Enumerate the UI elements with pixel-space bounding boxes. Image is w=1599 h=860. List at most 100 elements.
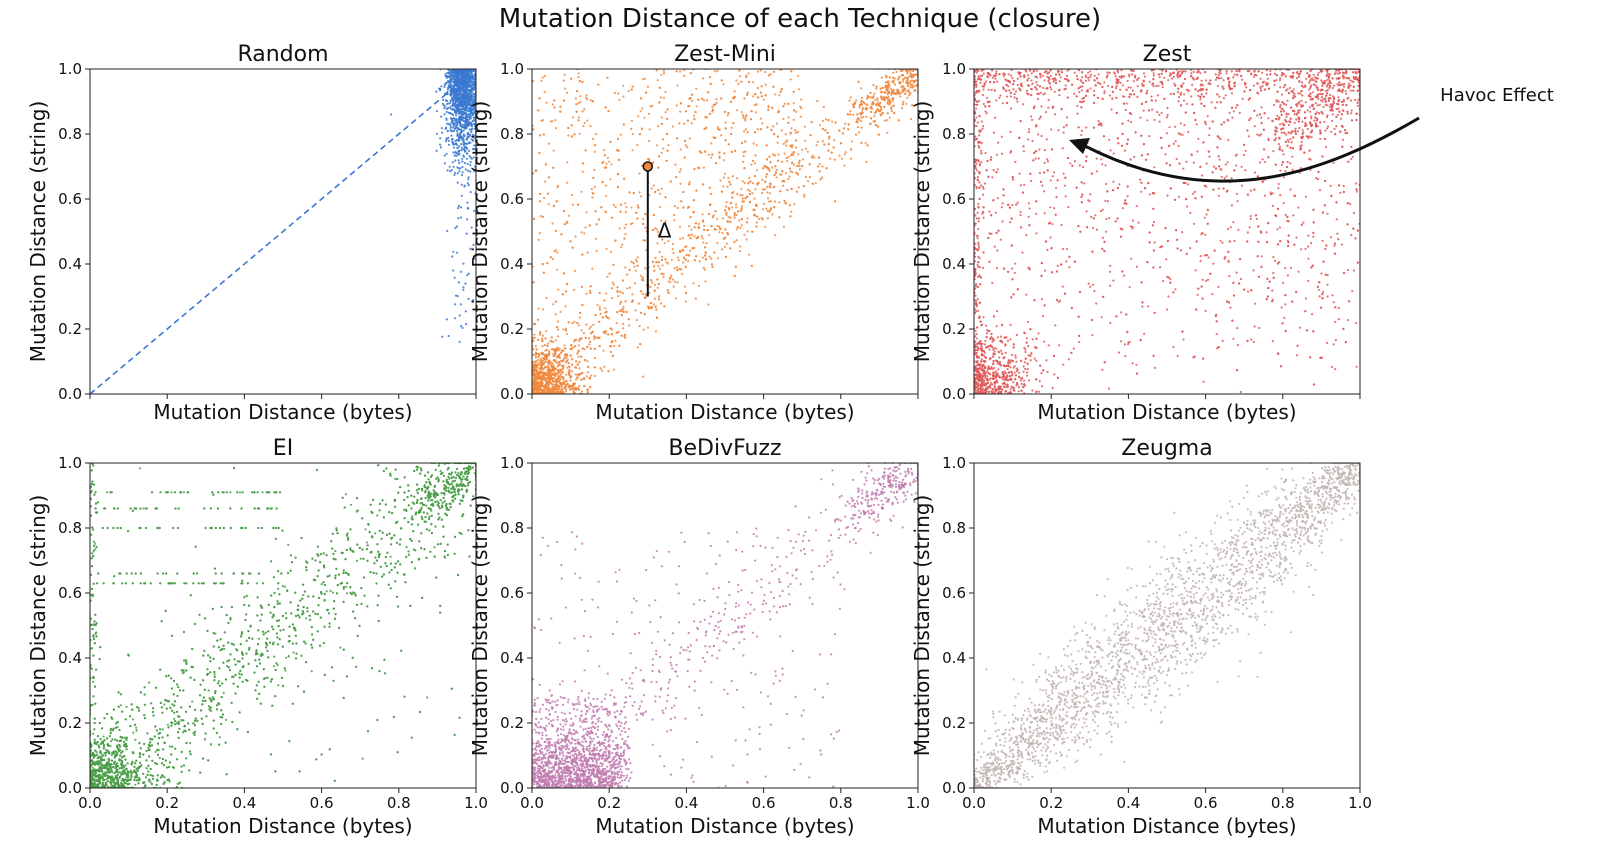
data-point <box>559 378 562 381</box>
data-point <box>679 110 682 113</box>
data-point <box>533 391 536 394</box>
data-point <box>762 167 765 170</box>
data-point <box>660 73 663 77</box>
data-point <box>468 121 471 125</box>
data-point <box>720 97 723 100</box>
data-point <box>570 363 574 366</box>
data-point <box>679 182 682 185</box>
data-point <box>676 84 679 87</box>
data-point <box>815 144 818 147</box>
data-point <box>461 157 464 160</box>
data-point <box>756 86 760 90</box>
data-point <box>536 318 540 321</box>
data-point <box>716 257 720 260</box>
data-point <box>879 87 882 90</box>
data-point <box>468 69 471 72</box>
data-point <box>448 165 451 168</box>
data-point <box>539 375 543 378</box>
data-point <box>628 286 632 289</box>
data-point <box>467 169 470 172</box>
data-point <box>568 368 571 371</box>
data-point <box>670 258 674 261</box>
data-point <box>855 120 858 123</box>
data-point <box>609 345 613 348</box>
panel-title: Random <box>237 42 328 67</box>
data-point <box>639 343 642 346</box>
data-point <box>598 305 601 308</box>
plot-frame <box>89 68 477 395</box>
data-point <box>581 170 584 173</box>
data-point <box>698 150 702 153</box>
data-point <box>577 387 580 390</box>
data-point <box>452 121 455 124</box>
data-point <box>532 364 535 367</box>
data-point <box>899 95 902 98</box>
data-point <box>624 336 627 339</box>
data-point <box>570 388 574 391</box>
data-point <box>454 127 457 130</box>
data-point <box>472 122 476 125</box>
data-point <box>776 135 779 138</box>
data-point <box>621 327 625 330</box>
data-point <box>653 289 656 292</box>
data-point <box>587 365 590 368</box>
data-point <box>566 283 569 286</box>
data-point <box>468 155 471 158</box>
data-point <box>741 114 745 117</box>
data-point <box>569 375 573 378</box>
scatter-points <box>974 69 1360 394</box>
data-point <box>773 133 776 136</box>
data-point <box>636 346 640 349</box>
data-point <box>653 269 656 272</box>
data-point <box>462 288 465 291</box>
data-point <box>776 141 779 144</box>
data-point <box>459 143 463 146</box>
data-point <box>790 127 793 130</box>
data-point <box>472 75 475 78</box>
data-point <box>448 86 451 89</box>
data-point <box>614 239 617 242</box>
data-point <box>460 99 463 102</box>
data-point <box>683 285 687 288</box>
data-point <box>724 209 727 212</box>
data-point <box>451 69 454 72</box>
data-point <box>862 101 865 104</box>
data-point <box>648 139 651 143</box>
data-point <box>556 384 559 387</box>
data-point <box>714 210 717 213</box>
data-point <box>759 117 762 120</box>
data-point <box>539 331 542 334</box>
data-point <box>694 111 697 114</box>
data-point <box>854 101 857 104</box>
data-point <box>473 116 476 119</box>
data-point <box>439 146 442 149</box>
data-point <box>710 257 713 260</box>
data-point <box>617 149 620 152</box>
data-point <box>690 233 694 236</box>
data-point <box>862 107 865 110</box>
data-point <box>456 103 459 106</box>
data-point <box>704 246 707 249</box>
data-point <box>556 388 560 391</box>
data-point <box>568 374 571 377</box>
data-point <box>541 339 544 342</box>
data-point <box>884 84 887 87</box>
data-point <box>463 146 466 149</box>
data-point <box>614 205 617 209</box>
data-point <box>735 206 738 209</box>
data-point <box>581 371 584 375</box>
data-point <box>589 291 592 294</box>
data-point <box>551 377 554 380</box>
data-point <box>909 79 912 82</box>
data-point <box>648 194 651 197</box>
data-point <box>729 220 732 223</box>
data-point <box>651 104 654 107</box>
data-point <box>650 279 653 282</box>
data-point <box>435 149 438 152</box>
data-point <box>684 291 688 295</box>
data-point <box>704 258 708 261</box>
data-point <box>547 384 550 387</box>
data-point <box>721 248 724 251</box>
data-point <box>542 308 545 311</box>
